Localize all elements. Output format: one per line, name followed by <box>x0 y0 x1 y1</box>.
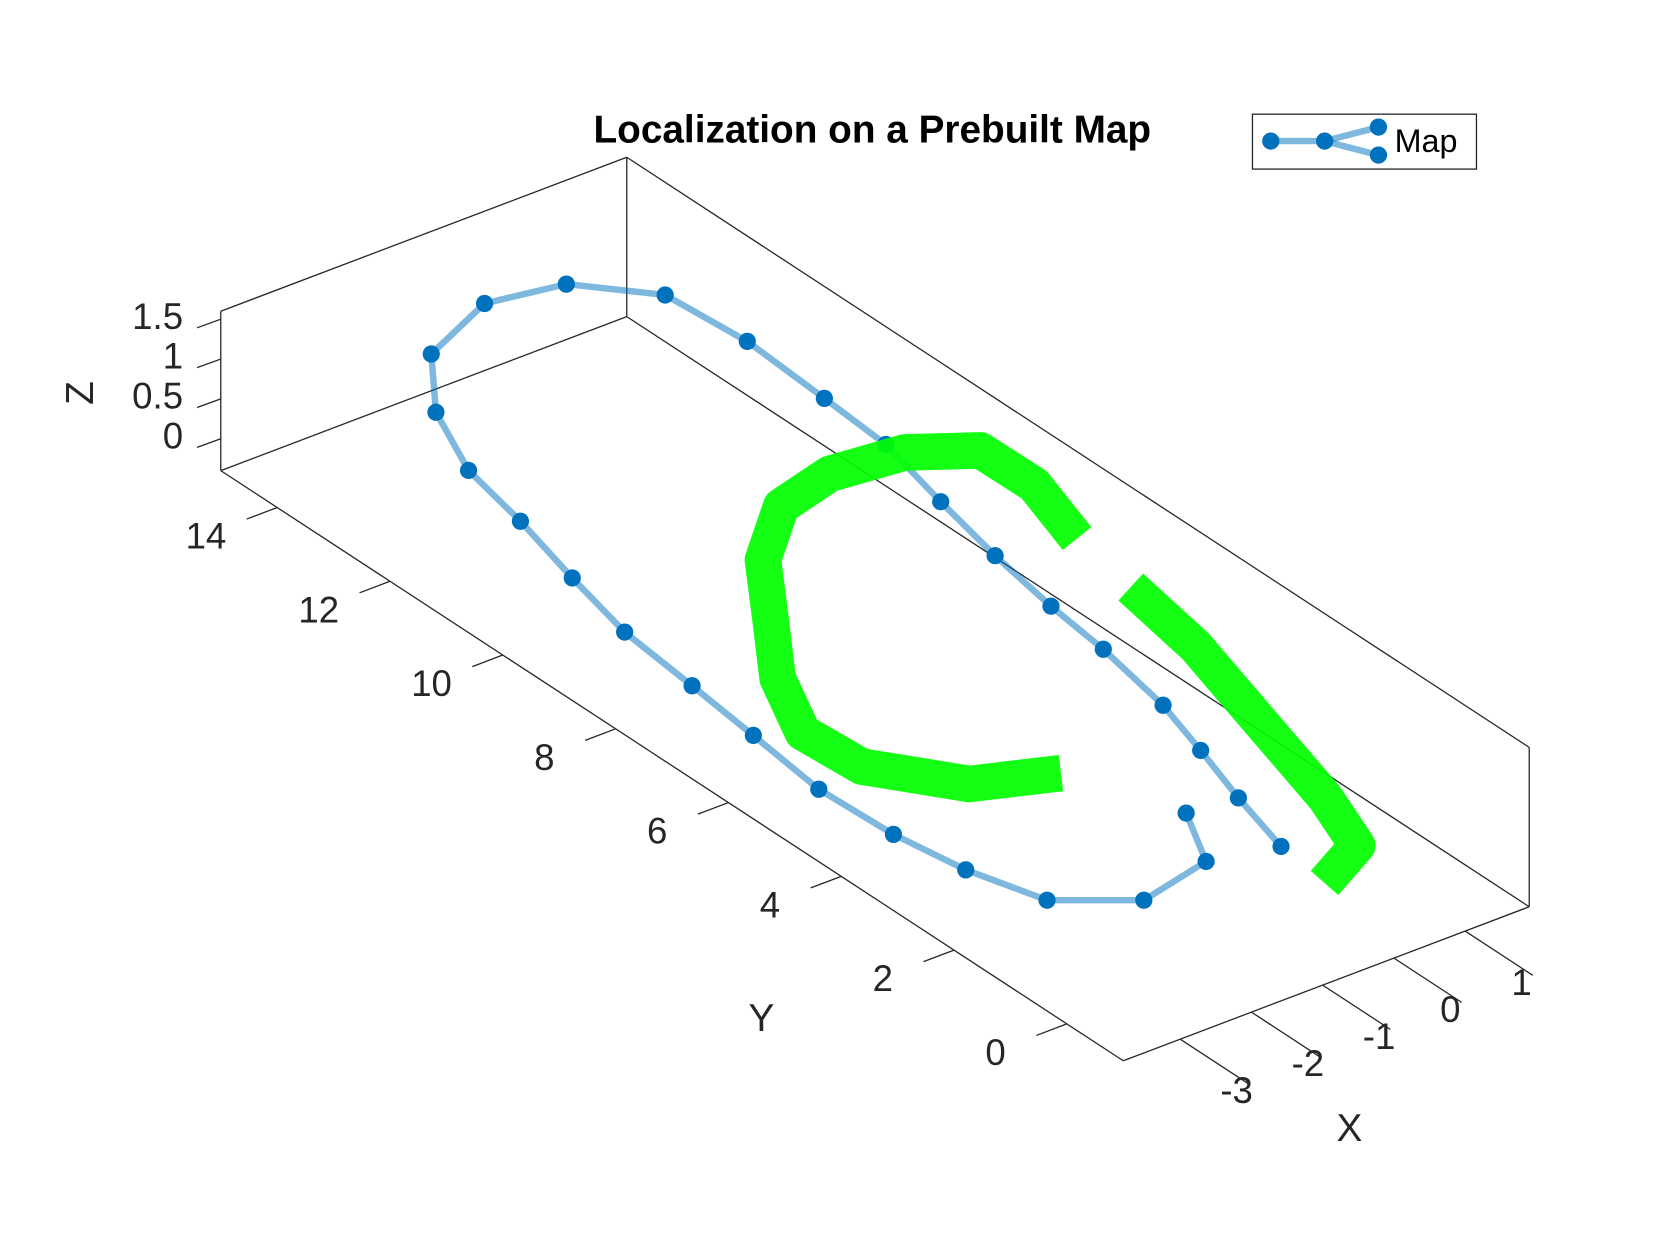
z-tick-label: 1 <box>163 336 183 377</box>
z-tick-label: 0.5 <box>132 376 183 417</box>
graph-node <box>656 286 674 304</box>
graph-node <box>1192 741 1210 760</box>
y-tick-label: 8 <box>534 737 554 778</box>
graph-node <box>932 493 950 511</box>
box-edge <box>626 316 1530 908</box>
z-tick-label: 1.5 <box>132 296 183 337</box>
camera-trajectory <box>744 432 1376 896</box>
legend-node <box>1316 132 1334 150</box>
y-tick <box>472 654 504 668</box>
box-edge <box>1123 906 1530 1062</box>
x-tick <box>1251 1011 1320 1057</box>
graph-node <box>683 677 701 695</box>
y-tick <box>810 875 842 889</box>
graph-node <box>511 512 530 530</box>
graph-node <box>1135 891 1153 909</box>
graph-node <box>1229 789 1247 807</box>
y-tick <box>584 728 616 741</box>
y-tick-label: 6 <box>647 811 667 852</box>
graph-node <box>810 780 828 798</box>
legend: Map <box>1251 113 1478 170</box>
graph-node <box>1272 837 1290 856</box>
z-axis-label: Z <box>59 381 102 405</box>
y-tick <box>697 801 729 815</box>
box-edge <box>626 156 1530 748</box>
graph-node <box>986 547 1004 565</box>
graph-node <box>815 389 833 408</box>
plot-area <box>422 275 1376 909</box>
y-tick <box>923 949 955 963</box>
x-tick-label: -3 <box>1220 1070 1253 1111</box>
z-tick <box>196 438 221 448</box>
x-tick-label: -1 <box>1363 1016 1396 1057</box>
y-tick-label: 0 <box>985 1032 1005 1073</box>
y-tick-label: 2 <box>873 958 893 999</box>
z-tick <box>196 318 221 329</box>
graph-node <box>557 275 575 293</box>
graph-node <box>616 623 634 641</box>
x-tick-label: 1 <box>1511 962 1531 1003</box>
legend-edge <box>1323 123 1380 145</box>
x-tick <box>1464 930 1534 976</box>
y-tick-label: 4 <box>760 884 780 925</box>
legend-label: Map <box>1395 123 1458 159</box>
graph-node <box>1177 804 1195 822</box>
y-axis-label: Y <box>748 997 774 1040</box>
graph-node <box>459 461 478 480</box>
graph-node <box>1197 852 1215 871</box>
graph-node <box>738 332 756 350</box>
graph-node <box>884 825 903 843</box>
z-tick-label: 0 <box>163 415 183 456</box>
y-tick <box>359 580 391 594</box>
y-tick-label: 10 <box>411 663 452 704</box>
graph-node <box>563 569 581 587</box>
y-tick <box>1036 1023 1068 1037</box>
graph-node <box>475 294 494 313</box>
graph-node <box>1154 696 1172 714</box>
box-edge <box>220 156 627 312</box>
graph-node <box>957 861 975 879</box>
x-tick-label: -2 <box>1292 1043 1325 1084</box>
graph-node <box>1038 891 1056 909</box>
chart-title: Localization on a Prebuilt Map <box>593 109 1151 152</box>
y-tick <box>246 506 278 520</box>
graph-node <box>427 403 445 421</box>
x-tick <box>1179 1038 1249 1084</box>
y-tick-label: 12 <box>298 589 339 630</box>
z-tick <box>196 398 221 409</box>
x-tick <box>1393 957 1462 1003</box>
box-edge <box>220 470 1124 1062</box>
box-edge <box>220 316 627 472</box>
legend-node <box>1369 146 1388 164</box>
legend-edge <box>1323 137 1380 159</box>
z-tick <box>196 358 221 369</box>
graph-node <box>744 726 762 744</box>
y-tick-label: 14 <box>186 515 227 556</box>
x-tick <box>1322 984 1391 1030</box>
legend-node <box>1262 132 1280 150</box>
graph-node <box>1094 640 1112 658</box>
legend-node <box>1369 118 1388 136</box>
graph-node <box>422 345 440 363</box>
x-tick-label: 0 <box>1440 989 1460 1030</box>
graph-node <box>1042 597 1060 615</box>
x-axis-label: X <box>1336 1107 1362 1150</box>
